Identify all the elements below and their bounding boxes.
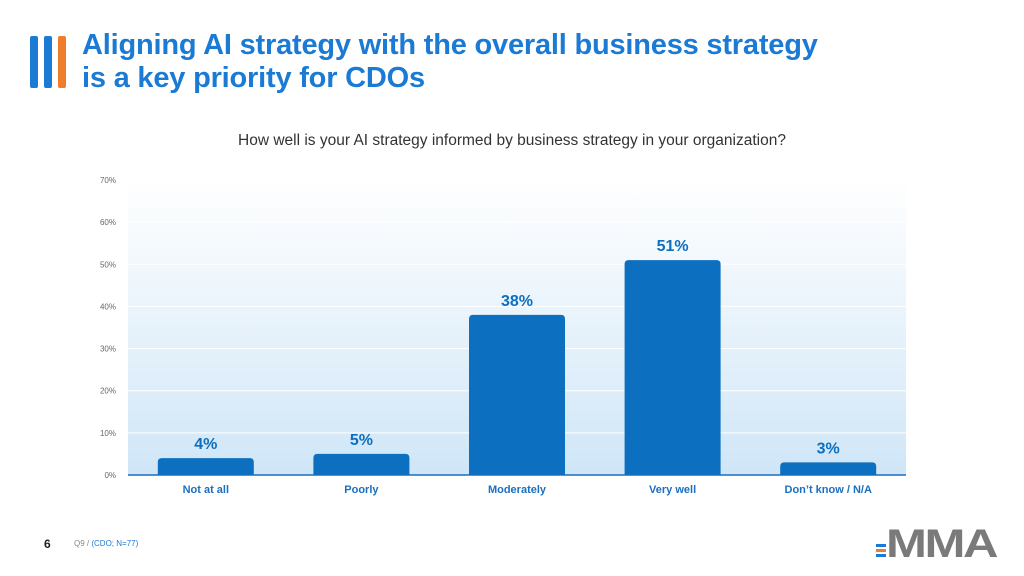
category-label: Very well: [649, 484, 696, 496]
title-line-1: Aligning AI strategy with the overall bu…: [82, 29, 818, 61]
value-label: 38%: [501, 293, 533, 310]
title-line-2: is a key priority for CDOs: [82, 62, 425, 94]
value-label: 51%: [657, 238, 689, 255]
bar-1: [157, 458, 254, 475]
value-label: 3%: [817, 440, 840, 457]
y-tick-label: 60%: [100, 218, 116, 227]
source-note: (CDO; N=77): [91, 539, 139, 548]
mma-logo: MMA: [876, 522, 998, 560]
chart-title: How well is your AI strategy informed by…: [238, 132, 786, 149]
category-label: Not at all: [183, 484, 229, 496]
value-label: 4%: [194, 436, 217, 453]
logo-stripe-2: [876, 549, 886, 552]
y-tick-label: 70%: [100, 176, 116, 185]
accent-bar-3: [58, 36, 66, 88]
y-tick-label: 40%: [100, 302, 116, 311]
y-tick-label: 50%: [100, 260, 116, 269]
bar-2: [313, 453, 410, 475]
question-ref: Q9 /: [74, 539, 90, 548]
y-tick-label: 0%: [104, 471, 116, 480]
category-label: Poorly: [344, 484, 379, 496]
y-tick-label: 30%: [100, 345, 116, 354]
page-number: 6: [44, 537, 51, 551]
category-label: Don’t know / N/A: [785, 484, 872, 496]
page-title: Aligning AI strategy with the overall bu…: [82, 29, 982, 95]
footer-note: Q9 / (CDO; N=77): [74, 539, 138, 548]
value-label: 5%: [350, 432, 373, 449]
accent-bar-1: [30, 36, 38, 88]
title-accent-bars: [30, 36, 70, 88]
logo-stripe-1: [876, 544, 886, 547]
y-tick-label: 20%: [100, 387, 116, 396]
y-tick-label: 10%: [100, 429, 116, 438]
accent-bar-2: [44, 36, 52, 88]
category-label: Moderately: [488, 484, 547, 496]
bar-5: [780, 462, 877, 475]
bar-4: [624, 260, 721, 475]
bar-3: [469, 314, 565, 475]
logo-text: MMA: [886, 522, 997, 560]
logo-stripe-3: [876, 554, 886, 557]
